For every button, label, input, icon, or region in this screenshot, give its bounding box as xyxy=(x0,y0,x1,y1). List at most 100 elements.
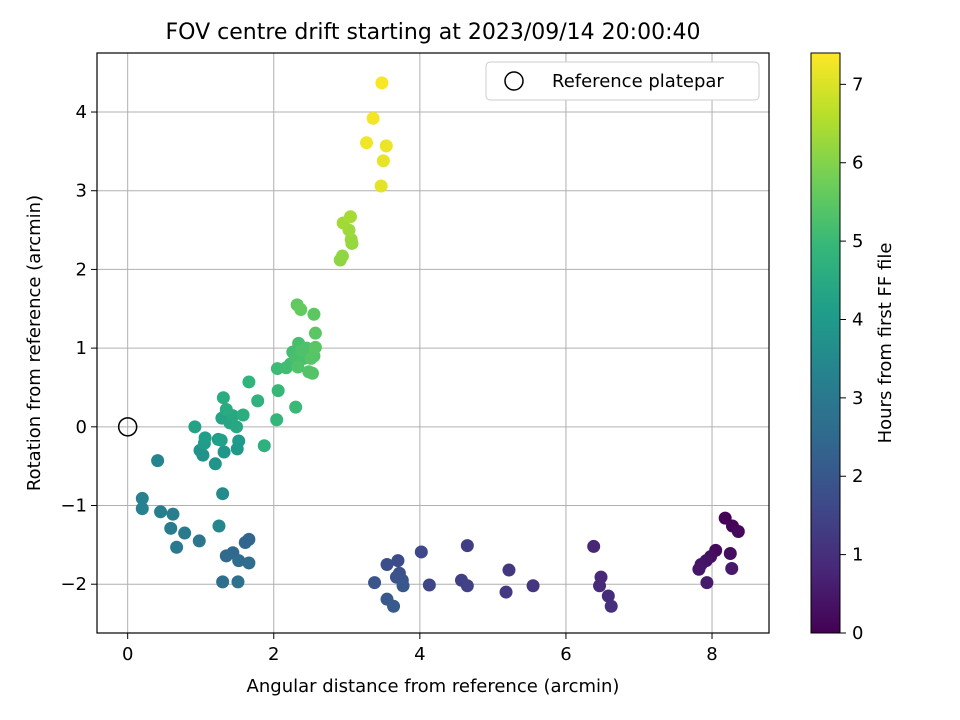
data-point xyxy=(335,249,349,263)
data-point xyxy=(217,445,231,459)
y-tick-label: −1 xyxy=(60,496,87,517)
y-axis-label: Rotation from reference (arcmin) xyxy=(24,195,45,491)
x-tick-label: 0 xyxy=(122,644,133,665)
x-axis-label: Angular distance from reference (arcmin) xyxy=(247,676,620,697)
data-point xyxy=(526,579,540,593)
x-tick-label: 8 xyxy=(706,644,717,665)
data-point xyxy=(230,420,244,434)
data-point xyxy=(289,400,303,414)
data-point xyxy=(376,154,390,168)
data-point xyxy=(308,340,322,354)
data-point xyxy=(593,579,607,593)
data-point xyxy=(387,599,401,613)
data-point xyxy=(307,307,321,321)
y-tick-label: 0 xyxy=(76,417,87,438)
colorbar-tick-label: 2 xyxy=(852,466,863,487)
y-tick-label: −2 xyxy=(60,574,87,595)
colorbar xyxy=(810,52,841,634)
data-point xyxy=(294,303,308,317)
data-point xyxy=(166,507,180,521)
data-point xyxy=(212,519,226,533)
data-point xyxy=(232,434,246,448)
data-point xyxy=(731,524,745,538)
colorbar-tick-label: 0 xyxy=(852,623,863,644)
colorbar-tick-label: 6 xyxy=(852,153,863,174)
data-point xyxy=(216,487,230,501)
data-point xyxy=(379,139,393,153)
data-point xyxy=(208,457,222,471)
data-points xyxy=(135,76,745,613)
data-point xyxy=(232,554,246,568)
colorbar-ticks: 0 1 2 3 4 5 6 7 xyxy=(840,74,863,644)
data-point xyxy=(700,576,714,590)
x-axis-ticks: 0 2 4 6 8 xyxy=(122,633,718,665)
y-tick-label: 4 xyxy=(76,102,87,123)
data-point xyxy=(391,554,405,568)
legend: Reference platepar xyxy=(485,61,760,101)
data-point xyxy=(151,454,165,468)
data-point xyxy=(291,360,305,374)
legend-box xyxy=(485,61,760,101)
data-point xyxy=(374,179,388,193)
data-point xyxy=(308,326,322,340)
data-point xyxy=(192,534,206,548)
data-point xyxy=(242,375,256,389)
data-point xyxy=(723,547,737,561)
legend-marker-icon xyxy=(504,71,524,91)
y-tick-label: 3 xyxy=(76,181,87,202)
data-point xyxy=(460,539,474,553)
reference-platepar-marker xyxy=(117,417,138,437)
data-point xyxy=(238,535,252,549)
data-point xyxy=(422,578,436,592)
grid-lines xyxy=(97,53,769,633)
data-point xyxy=(368,576,382,590)
data-point xyxy=(216,575,230,589)
data-point xyxy=(380,558,394,572)
data-point xyxy=(414,545,428,559)
data-point xyxy=(219,549,233,563)
data-point xyxy=(502,563,516,577)
colorbar-tick-label: 3 xyxy=(852,388,863,409)
data-point xyxy=(304,351,318,365)
data-point xyxy=(135,502,149,516)
y-axis-ticks: −2 −1 0 1 2 3 4 xyxy=(60,102,97,595)
data-point xyxy=(271,384,285,398)
data-point xyxy=(188,420,202,434)
data-point xyxy=(164,521,178,535)
data-point xyxy=(231,575,245,589)
data-point xyxy=(692,562,706,576)
legend-entry-reference-platepar: Reference platepar xyxy=(552,71,724,92)
data-point xyxy=(375,76,389,90)
colorbar-tick-label: 1 xyxy=(852,545,863,566)
data-point xyxy=(305,366,319,380)
data-point xyxy=(154,505,168,519)
data-point xyxy=(360,136,374,150)
data-point xyxy=(587,539,601,553)
x-tick-label: 2 xyxy=(268,644,279,665)
y-tick-label: 2 xyxy=(76,259,87,280)
data-point xyxy=(198,431,212,445)
data-point xyxy=(604,599,618,613)
colorbar-tick-label: 4 xyxy=(852,309,863,330)
data-point xyxy=(396,579,410,593)
colorbar-label: Hours from first FF file xyxy=(875,243,896,444)
data-point xyxy=(242,556,256,570)
x-tick-label: 6 xyxy=(560,644,571,665)
data-point xyxy=(499,585,513,599)
data-point xyxy=(725,561,739,575)
data-point xyxy=(214,433,228,447)
chart-title: FOV centre drift starting at 2023/09/14 … xyxy=(166,20,701,45)
data-point xyxy=(135,491,149,505)
data-point xyxy=(601,589,615,603)
data-point xyxy=(460,579,474,593)
plot-frame xyxy=(96,52,770,634)
data-point xyxy=(219,402,233,416)
data-point xyxy=(343,210,357,224)
data-point xyxy=(257,439,271,453)
x-tick-label: 4 xyxy=(414,644,425,665)
y-tick-label: 1 xyxy=(76,338,87,359)
colorbar-tick-label: 5 xyxy=(852,231,863,252)
data-point xyxy=(270,413,284,427)
